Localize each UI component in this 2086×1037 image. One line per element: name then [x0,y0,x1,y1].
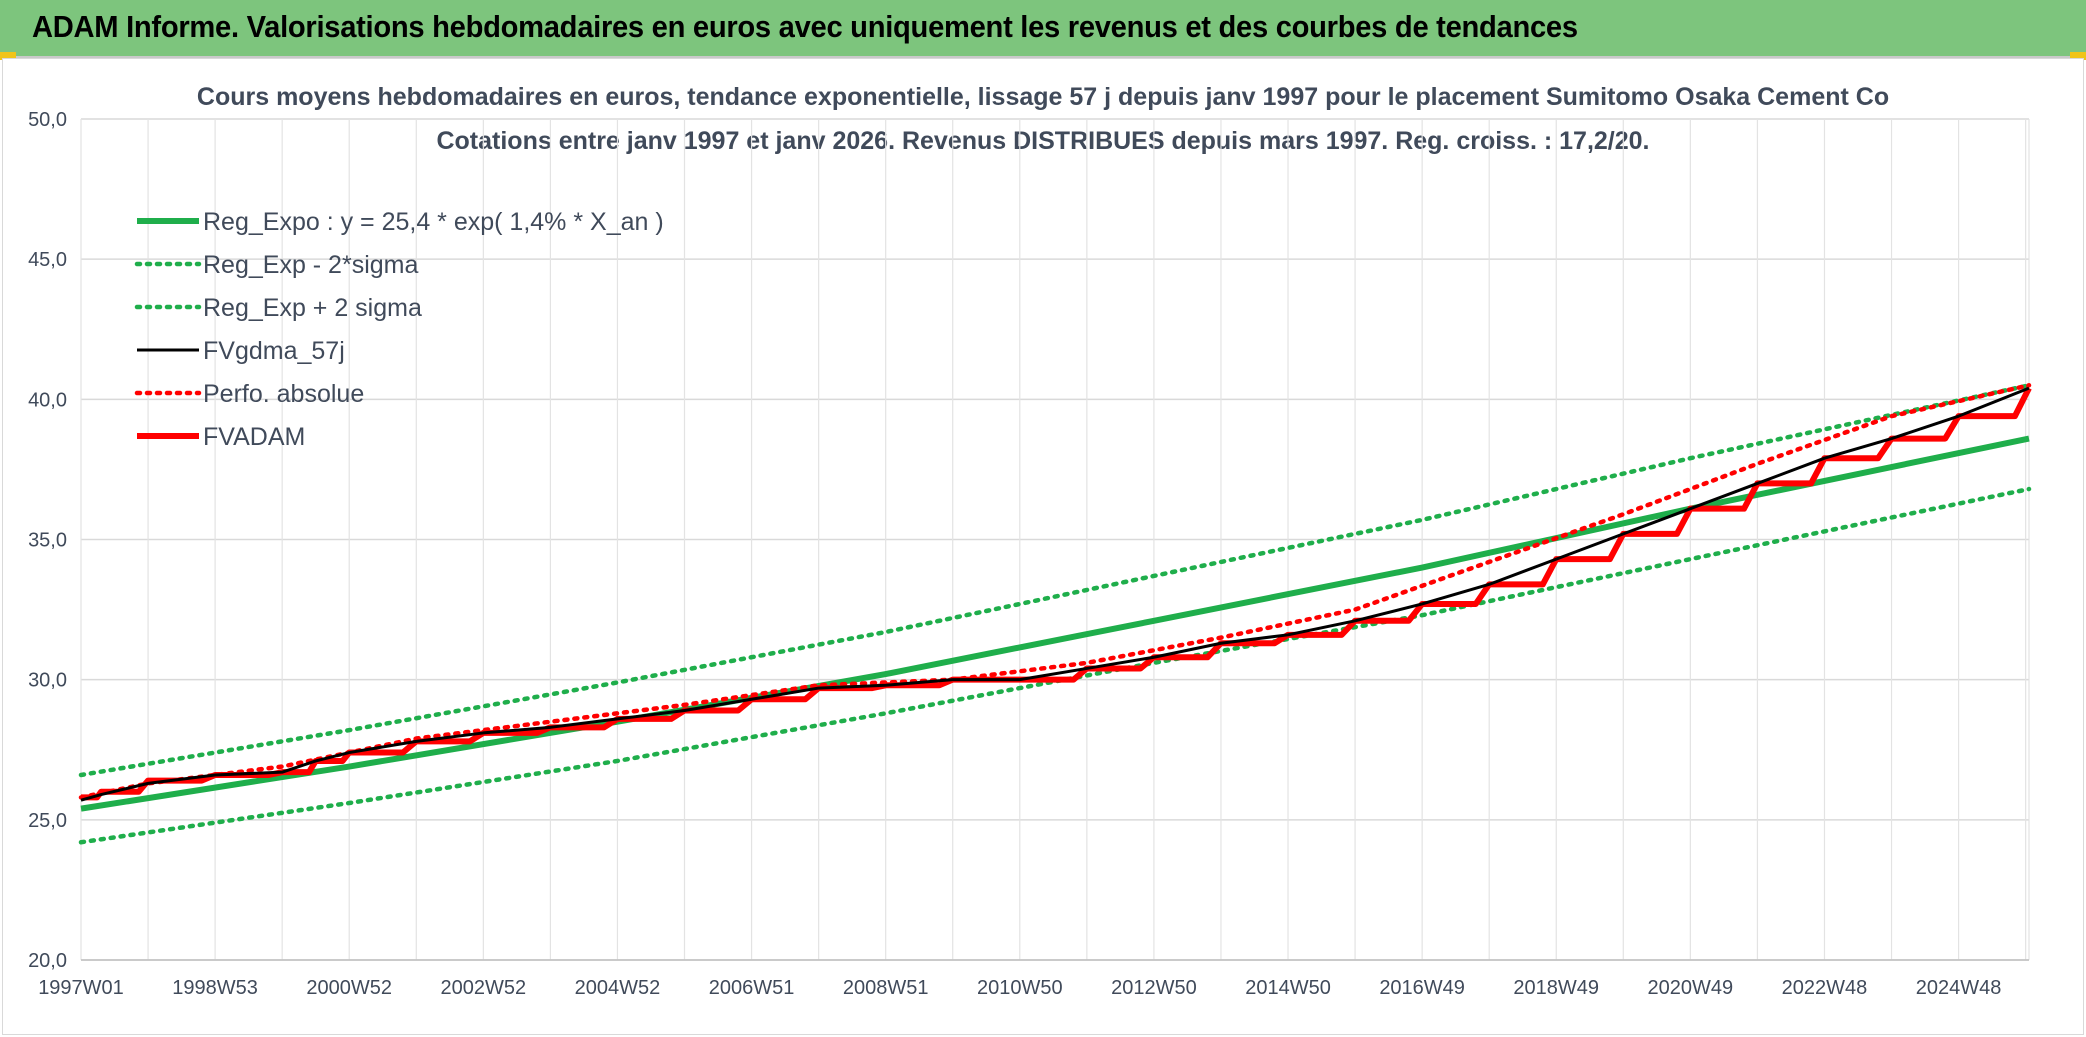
axes: 20,0 25,0 30,0 35,0 40,0 45,0 50,0 1997W01 1998W… [28,109,2029,999]
legend-label: Perfo. absolue [203,380,364,408]
chart-subtitle: Cotations entre janv 1997 et janv 2026. … [436,127,1649,155]
x-tick-label: 2018W49 [1513,977,1599,999]
series-group [78,383,2032,845]
x-tick-label: 2016W49 [1379,977,1465,999]
legend: Reg_Expo : y = 25,4 * exp( 1,4% * X_an )… [134,208,664,451]
legend-label: FVADAM [203,423,305,451]
legend-label: FVgdma_57j [203,337,345,365]
legend-label: Reg_Expo : y = 25,4 * exp( 1,4% * X_an ) [203,208,664,236]
series-line-0 [80,435,2030,812]
x-tick-label: 1997W01 [38,977,124,999]
x-tick-label: 2022W48 [1782,977,1868,999]
y-tick-label: 50,0 [28,109,67,131]
series-line-1 [78,486,2032,845]
x-tick-label: 1998W53 [172,977,258,999]
y-tick-label: 40,0 [28,389,67,411]
legend-label: Reg_Exp - 2*sigma [203,251,418,279]
chart-area: Cours moyens hebdomadaires en euros, ten… [2,58,2084,1035]
corner-marker-right [2070,52,2086,60]
y-tick-label: 30,0 [28,670,67,692]
report-title: ADAM Informe. Valorisations hebdomadaire… [32,9,1578,44]
corner-marker-left [0,52,16,60]
series-line-2 [78,383,2032,778]
x-tick-label: 2010W50 [977,977,1063,999]
series-line-3 [80,386,2030,802]
grid-lines [80,118,2030,961]
y-tick-label: 45,0 [28,249,67,271]
y-tick-label: 25,0 [28,810,67,832]
y-tick-label: 35,0 [28,530,67,552]
x-tick-label: 2004W52 [575,977,661,999]
x-tick-label: 2006W51 [709,977,795,999]
x-tick-label: 2002W52 [441,977,527,999]
report-banner: ADAM Informe. Valorisations hebdomadaire… [0,0,2086,58]
x-tick-label: 2024W48 [1916,977,2002,999]
x-tick-label: 2014W50 [1245,977,1331,999]
chart-svg: Cours moyens hebdomadaires en euros, ten… [28,83,2032,999]
x-tick-label: 2020W49 [1648,977,1734,999]
y-tick-label: 20,0 [28,950,67,972]
chart-title: Cours moyens hebdomadaires en euros, ten… [197,83,1889,111]
x-tick-label: 2000W52 [306,977,392,999]
x-tick-label: 2012W50 [1111,977,1197,999]
legend-label: Reg_Exp + 2 sigma [203,294,422,322]
x-tick-label: 2008W51 [843,977,929,999]
series-line-5 [81,386,2032,801]
